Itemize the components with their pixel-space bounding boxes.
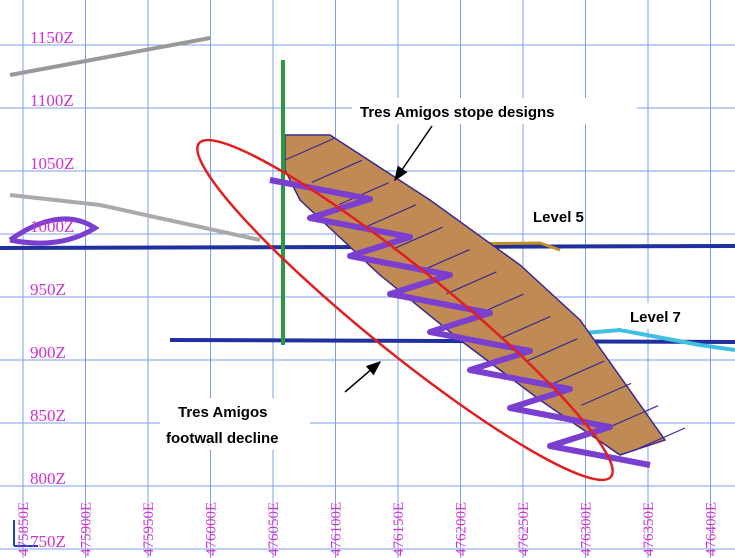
- annotation: footwall decline: [166, 430, 279, 447]
- old-working: [9, 36, 211, 77]
- elevation-label: 1000Z: [30, 217, 74, 236]
- decline-old: [8, 216, 100, 246]
- easting-label: 476000E: [204, 502, 220, 556]
- elevation-label: 1150Z: [30, 28, 74, 47]
- stope-hatch-line: [500, 315, 551, 340]
- easting-label: 476400E: [704, 502, 720, 556]
- level-7-drift: [169, 338, 735, 344]
- axis-icon: [13, 520, 38, 547]
- footwall-decline: [269, 177, 651, 468]
- easting-label: 476100E: [329, 502, 345, 556]
- label-bg: [352, 98, 637, 124]
- annotation: Level 7: [630, 309, 681, 326]
- easting-label: 476200E: [454, 502, 470, 556]
- stope-hatch-line: [580, 382, 632, 406]
- stope-hatch-line: [338, 182, 390, 206]
- elevation-label: 1100Z: [30, 91, 74, 110]
- stope-hatch-line: [553, 360, 605, 384]
- elevation-label: 850Z: [30, 406, 66, 425]
- stope-design: [284, 134, 667, 456]
- stope-hatch-line: [365, 204, 417, 228]
- highlight-ellipse: [196, 138, 614, 482]
- annotation: Level 5: [533, 209, 584, 226]
- annotation: Tres Amigos: [178, 404, 267, 421]
- elevation-label: 1050Z: [30, 154, 74, 173]
- elevation-label: 750Z: [30, 532, 66, 551]
- stope-hatch-line: [446, 271, 497, 295]
- arrow: [344, 361, 382, 393]
- easting-label: 475900E: [79, 502, 95, 556]
- arrow: [394, 125, 433, 182]
- easting-label: 475850E: [16, 502, 32, 556]
- stope-hatch-line: [527, 338, 578, 362]
- label-bg: [622, 303, 702, 329]
- easting-label: 476250E: [516, 502, 532, 556]
- easting-label: 476050E: [266, 502, 282, 556]
- old-working: [9, 193, 261, 242]
- stope-hatch-line: [392, 226, 443, 250]
- drift: [559, 327, 735, 352]
- stope-hatch: [284, 137, 686, 451]
- elevation-label: 800Z: [30, 469, 66, 488]
- stope-hatch-line: [607, 405, 659, 429]
- easting-label: 476300E: [579, 502, 595, 556]
- easting-label: 475950E: [141, 502, 157, 556]
- stope-hatch-line: [284, 137, 336, 161]
- stope-hatch-line: [311, 159, 363, 183]
- label-bg: [160, 398, 310, 450]
- annotation: Tres Amigos stope designs: [360, 104, 555, 121]
- elevation-label: 900Z: [30, 343, 66, 362]
- stope-hatch-line: [634, 427, 686, 451]
- elevation-label: 950Z: [30, 280, 66, 299]
- easting-label: 476150E: [391, 502, 407, 556]
- easting-label: 476350E: [641, 502, 657, 556]
